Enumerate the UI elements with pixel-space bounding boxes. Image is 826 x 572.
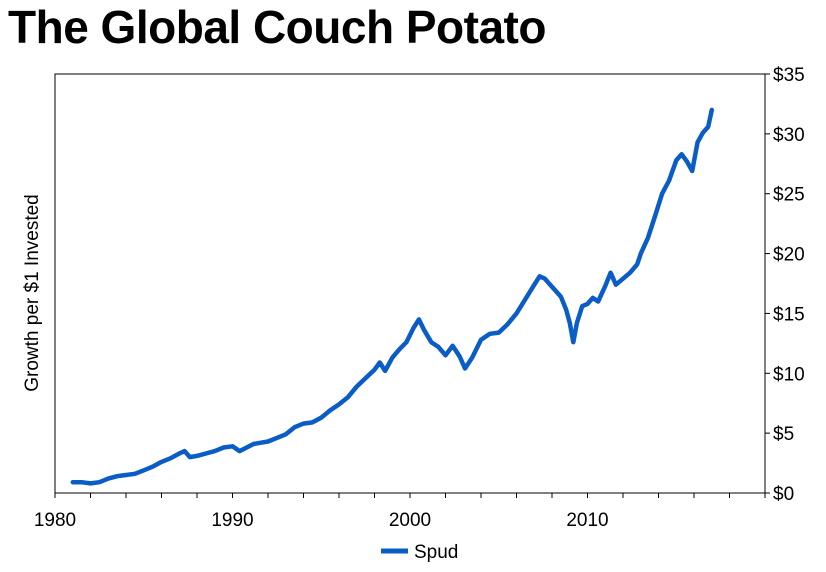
x-axis: 1980 1990 2000 2010 [34,493,766,531]
y-tick-label: $30 [773,125,805,146]
x-tick-label: 2000 [389,510,431,531]
y-tick-label: $15 [773,304,805,325]
series-layer [70,107,715,486]
plot-area-frame [54,73,766,494]
y-axis-label: Growth per $1 Invested [22,194,43,392]
x-tick-label: 1990 [211,510,253,531]
y-tick-label: $35 [773,65,805,86]
legend-label-spud: Spud [414,542,458,563]
y-tick-label: $20 [773,245,805,266]
x-tick-label: 1980 [34,510,76,531]
y-tick-label: $0 [773,484,794,505]
x-tick-label: 2010 [566,510,608,531]
chart-title: The Global Couch Potato [8,1,546,53]
legend: Spud [381,542,458,563]
y-tick-label: $5 [773,424,794,445]
y-tick-label: $25 [773,185,805,206]
y-axis: $0 $5 $10 $15 $20 $25 $30 $35 [765,65,805,505]
series-line-spud [70,107,715,486]
y-tick-label: $10 [773,364,805,385]
